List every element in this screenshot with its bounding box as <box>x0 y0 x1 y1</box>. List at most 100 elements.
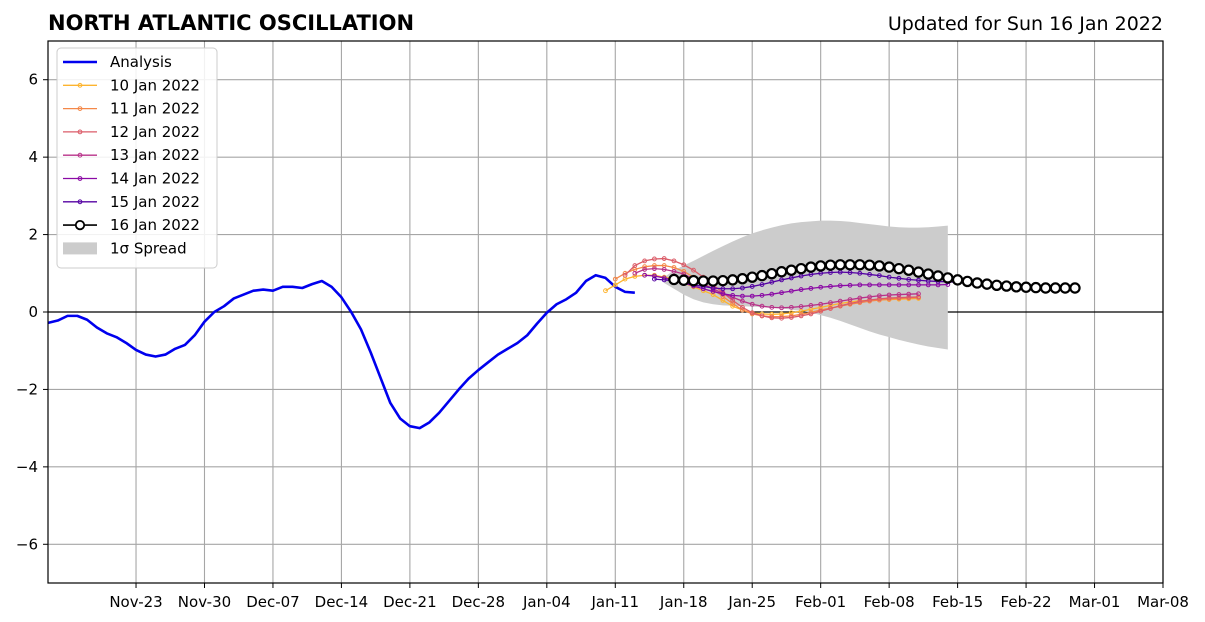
forecast-point <box>652 276 657 282</box>
grid-lines <box>48 41 1164 583</box>
x-tick-label: Feb-01 <box>795 593 846 611</box>
legend-label: 11 Jan 2022 <box>110 100 200 118</box>
forecast-point <box>788 315 794 320</box>
latest-point <box>834 259 846 271</box>
x-tick-label: Jan-04 <box>522 593 571 611</box>
latest-point <box>824 259 837 271</box>
forecast-point <box>916 294 921 300</box>
forecast-point <box>661 267 667 272</box>
series-latest <box>668 259 1081 294</box>
legend-label: 15 Jan 2022 <box>110 193 200 211</box>
forecast-point <box>749 301 755 307</box>
latest-point <box>854 259 866 271</box>
forecast-point <box>740 304 745 310</box>
forecast-point <box>671 258 677 264</box>
forecast-point <box>906 282 912 288</box>
forecast-point <box>886 295 892 301</box>
forecast-point <box>916 282 921 288</box>
latest-point <box>932 270 944 282</box>
forecast-point <box>730 286 736 292</box>
forecast-point <box>876 293 882 299</box>
latest-point <box>1020 281 1032 293</box>
latest-point <box>912 266 925 278</box>
forecast-point <box>730 303 736 309</box>
forecast-point <box>622 272 628 278</box>
latest-point <box>863 259 876 271</box>
forecast-point <box>720 286 726 292</box>
latest-point <box>873 260 886 272</box>
legend-label: 12 Jan 2022 <box>110 123 200 141</box>
latest-point <box>814 260 827 272</box>
forecast-point <box>896 282 902 288</box>
y-tick-label: 6 <box>28 71 38 89</box>
forecast-point <box>916 277 921 283</box>
forecast-point <box>828 306 833 311</box>
legend-marker <box>77 152 83 158</box>
forecast-point <box>632 273 638 279</box>
forecast-point <box>759 313 765 319</box>
forecast-point <box>837 298 843 304</box>
legend-swatch <box>63 242 97 255</box>
latest-point <box>844 259 856 271</box>
forecast-point <box>612 282 618 288</box>
forecast-point <box>730 292 736 298</box>
forecast-line <box>624 257 919 319</box>
latest-point <box>951 274 964 286</box>
legend-box <box>56 47 218 269</box>
forecast-point <box>847 282 853 288</box>
forecast-point <box>691 267 696 273</box>
legend-marker <box>77 176 83 181</box>
x-tick-label: Feb-22 <box>1001 593 1052 611</box>
forecast-point <box>788 310 794 316</box>
latest-point <box>1000 280 1013 292</box>
forecast-point <box>612 276 618 282</box>
latest-point <box>961 275 974 288</box>
latest-point <box>981 278 993 290</box>
forecast-point <box>642 272 648 278</box>
forecast-point <box>837 303 843 309</box>
forecast-point <box>671 268 677 274</box>
x-tick-label: Jan-11 <box>590 593 639 611</box>
forecast-point <box>828 284 833 289</box>
forecast-point <box>652 273 657 279</box>
legend-marker <box>77 82 83 88</box>
latest-point <box>1059 282 1071 294</box>
forecast-point <box>730 301 736 306</box>
forecast-point <box>681 262 687 268</box>
x-tick-label: Mar-01 <box>1069 593 1121 611</box>
legend-label: 10 Jan 2022 <box>110 76 200 94</box>
legend-entry: 14 Jan 2022 <box>63 170 200 188</box>
latest-point <box>678 274 690 286</box>
legend-entry: 15 Jan 2022 <box>63 193 200 211</box>
y-tick-label: −6 <box>16 535 38 553</box>
forecast-point <box>906 294 912 300</box>
latest-point <box>971 277 983 289</box>
forecast-point <box>867 294 872 300</box>
forecast-point <box>808 311 814 317</box>
forecast-point <box>749 310 755 316</box>
forecast-point <box>779 277 784 283</box>
forecast-point <box>896 295 902 301</box>
latest-point <box>726 274 739 286</box>
forecast-point <box>867 282 872 288</box>
series-analysis-line <box>47 273 635 430</box>
series-lines <box>47 256 1081 430</box>
spread-band <box>664 220 948 350</box>
latest-point <box>805 261 817 273</box>
forecast-point <box>603 288 608 294</box>
latest-point <box>766 267 778 280</box>
chart-title: NORTH ATLANTIC OSCILLATION <box>48 11 414 35</box>
latest-point <box>775 266 788 278</box>
legend-entry: 13 Jan 2022 <box>63 146 200 164</box>
forecast-point <box>876 296 882 302</box>
forecast-point <box>740 298 745 304</box>
y-tick-label: 4 <box>28 148 38 166</box>
latest-point <box>922 268 934 280</box>
forecast-point <box>896 292 902 297</box>
forecast-point <box>642 264 648 270</box>
forecast-point <box>642 258 648 264</box>
latest-point <box>991 279 1003 291</box>
forecast-point <box>818 301 824 307</box>
forecast-point <box>798 313 804 319</box>
